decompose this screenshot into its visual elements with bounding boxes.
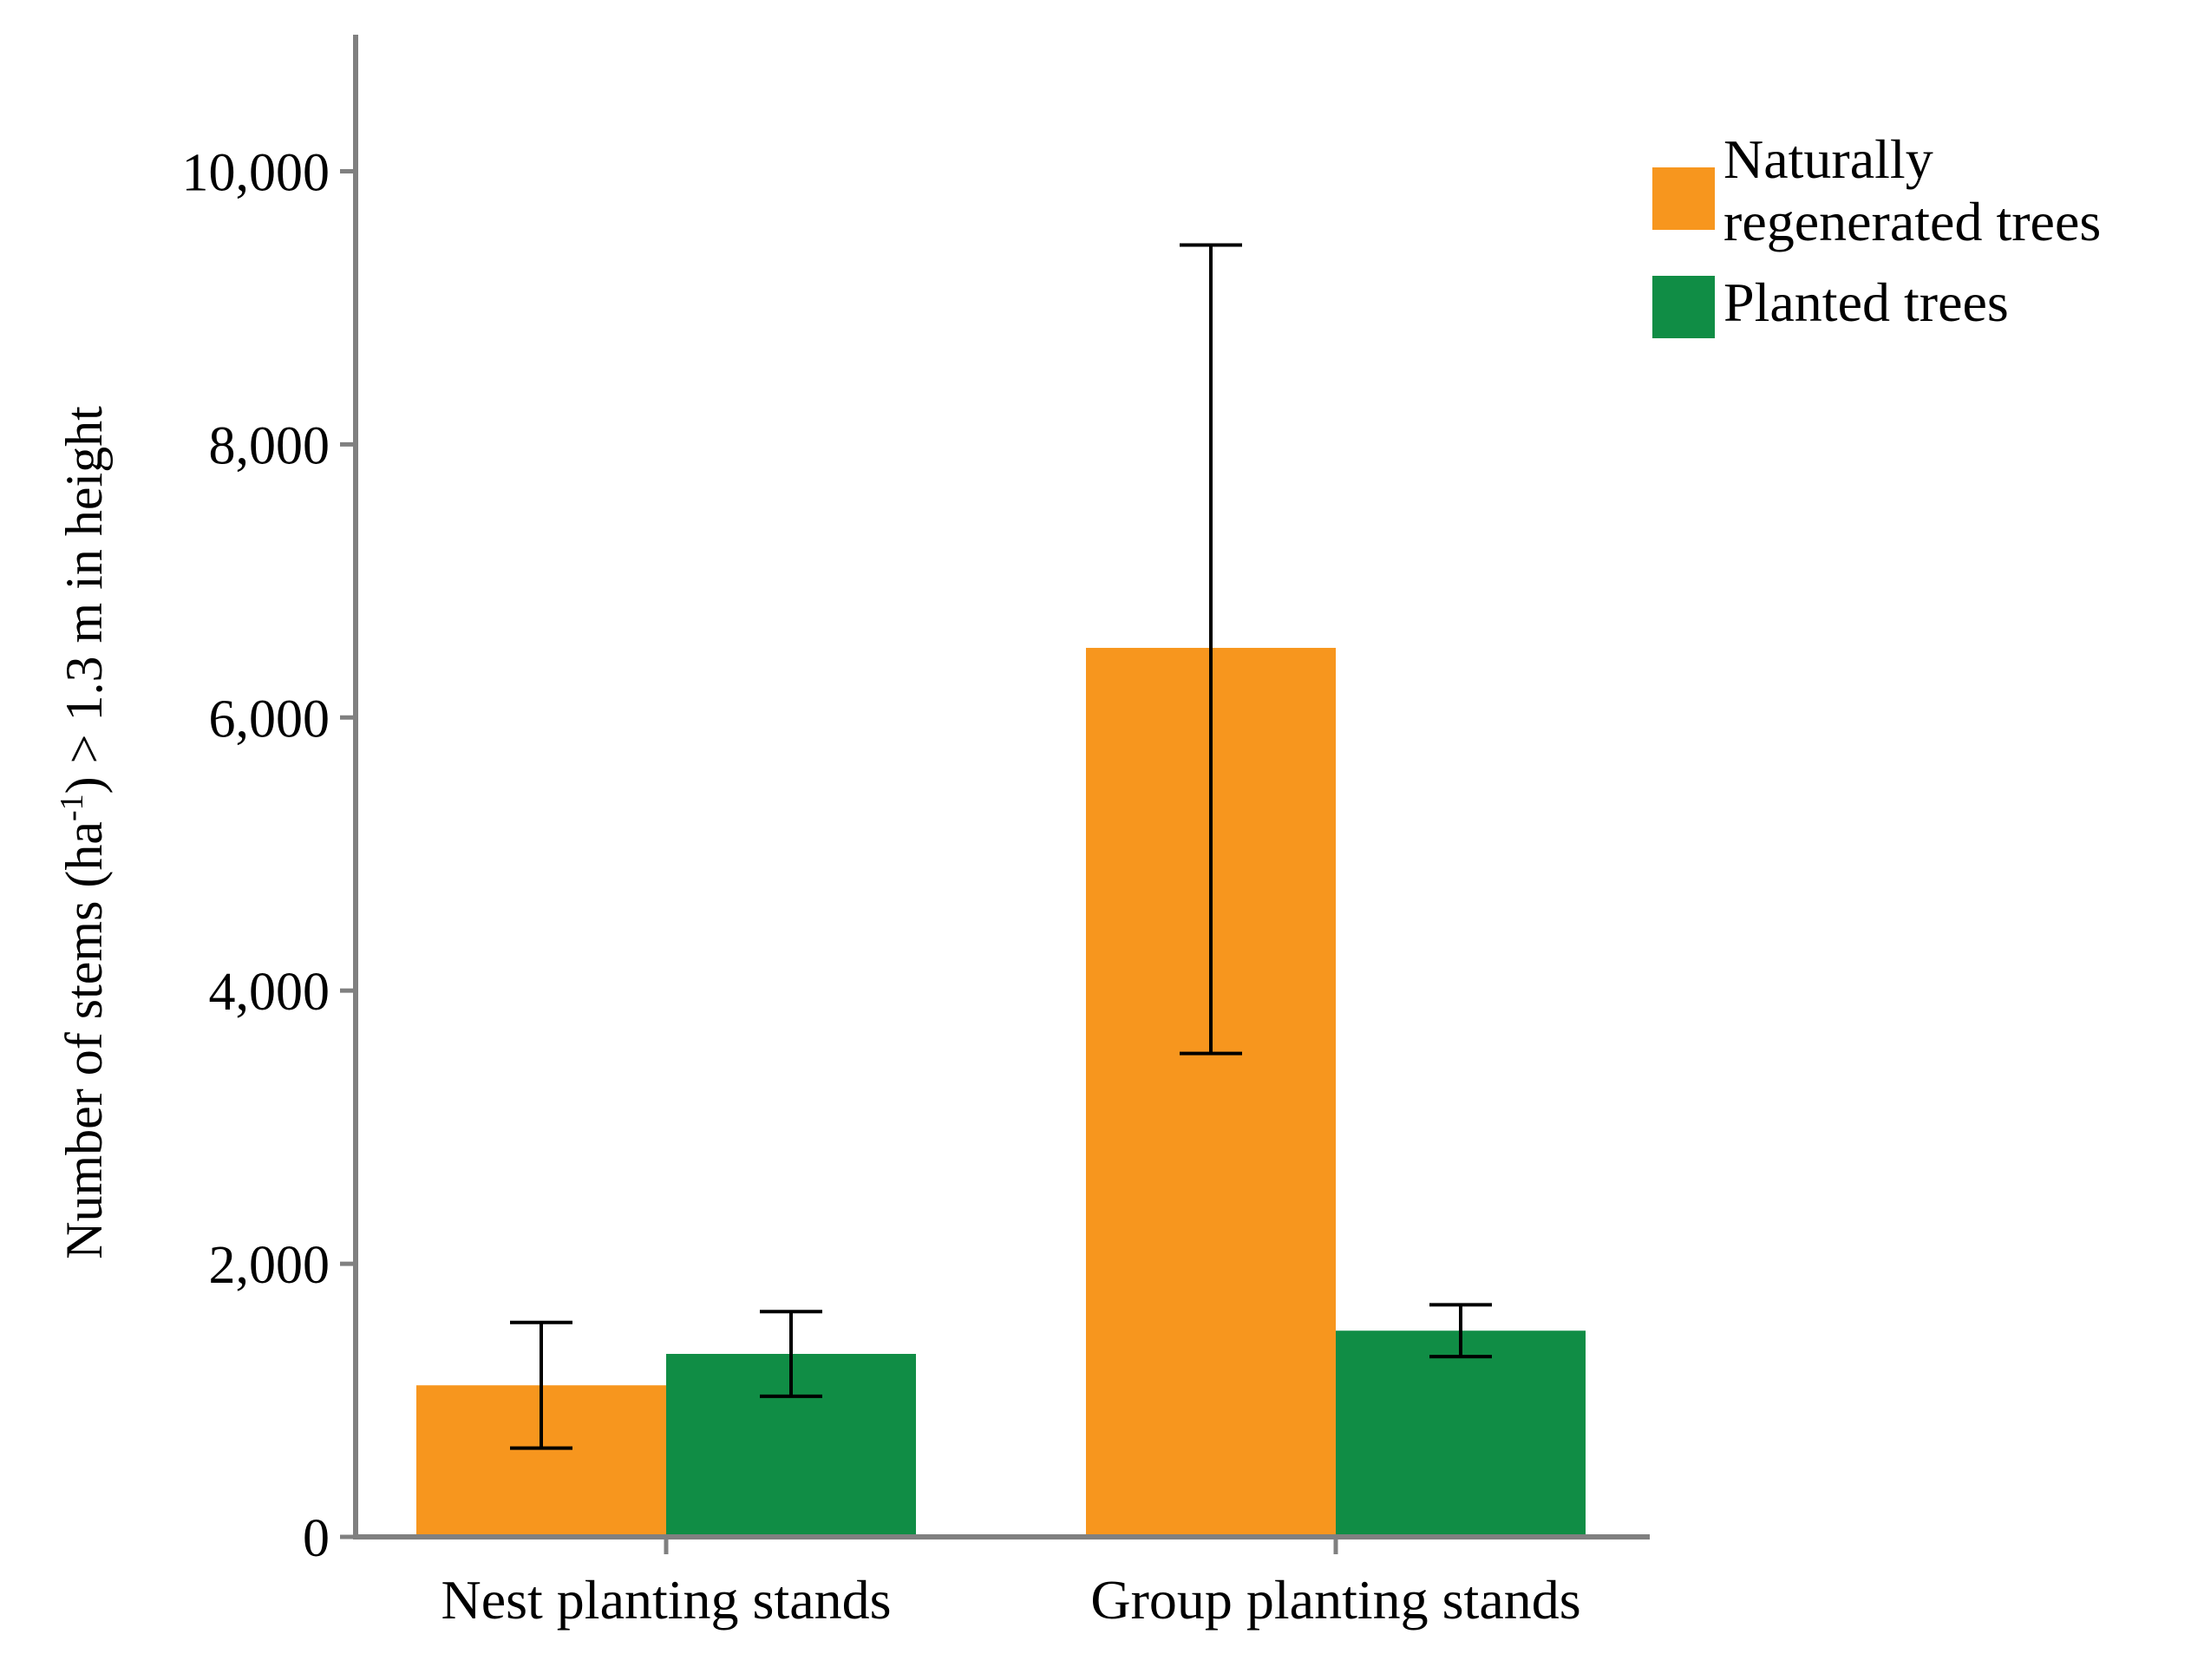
x-ticks-layer: Nest planting stands Group planting stand… xyxy=(441,1537,1581,1631)
legend-label-planted-line-0: Planted trees xyxy=(1723,271,2009,333)
axes-layer xyxy=(353,35,1650,1539)
y-tick-label-0: 0 xyxy=(303,1509,330,1568)
legend-label-natural-line-1: regenerated trees xyxy=(1723,191,2101,252)
y-tick-label-1: 2,000 xyxy=(209,1236,330,1295)
legend-label-natural-line-0: Naturally xyxy=(1723,128,1933,190)
y-axis-label-suffix: ) > 1.3 m in height xyxy=(56,406,113,794)
error-bar-planted-group xyxy=(1429,1303,1492,1359)
legend-swatch-natural xyxy=(1652,167,1715,230)
y-axis-label: Number of stems (ha-1) > 1.3 m in height xyxy=(54,406,113,1259)
bar-planted-group xyxy=(1336,1330,1586,1537)
x-tick-label-nest: Nest planting stands xyxy=(441,1569,891,1631)
y-axis-label-prefix: Number of stems (ha xyxy=(56,821,113,1259)
error-bar-natural-nest xyxy=(510,1320,572,1450)
y-axis-label-superscript: -1 xyxy=(54,794,90,821)
x-tick-label-group: Group planting stands xyxy=(1090,1569,1580,1631)
y-tick-label-4: 8,000 xyxy=(209,416,330,475)
error-bars-layer xyxy=(510,243,1492,1450)
y-tick-label-5: 10,000 xyxy=(182,143,330,202)
error-bar-natural-group xyxy=(1180,243,1242,1056)
legend-entry-planted: Planted trees xyxy=(1652,271,2009,338)
error-bar-planted-nest xyxy=(760,1310,822,1398)
y-ticks-layer: 0 2,000 4,000 6,000 8,000 10,000 xyxy=(182,143,356,1568)
legend-swatch-planted xyxy=(1652,276,1715,338)
y-tick-label-2: 4,000 xyxy=(209,963,330,1022)
y-tick-label-3: 6,000 xyxy=(209,690,330,748)
bars-layer xyxy=(416,647,1586,1537)
